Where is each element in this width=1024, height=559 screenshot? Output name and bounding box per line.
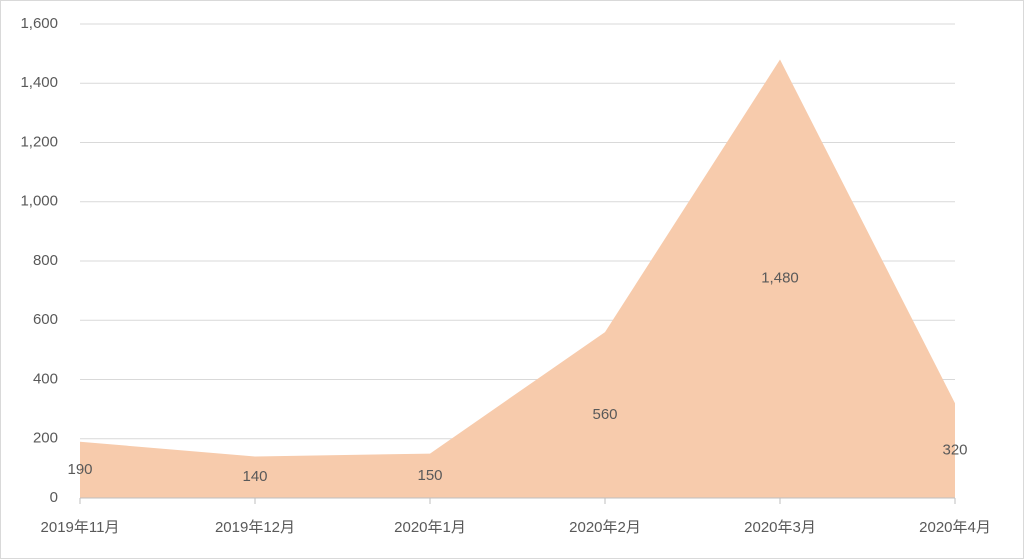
area [80,59,955,499]
y-tick-label: 1,600 [20,15,58,32]
y-tick-label: 1,000 [20,193,58,210]
x-tick-label: 2020年4月 [919,519,991,536]
data-label: 140 [242,468,267,485]
data-label: 150 [417,467,442,484]
y-tick-label: 0 [50,489,58,506]
y-tick-label: 200 [33,430,58,447]
data-label: 1,480 [761,270,799,287]
data-label: 190 [67,461,92,478]
data-label: 320 [942,442,967,459]
data-label: 560 [592,406,617,423]
x-tick-label: 2020年2月 [569,519,641,536]
y-tick-label: 800 [33,252,58,269]
y-tick-label: 1,400 [20,74,58,91]
y-tick-label: 1,200 [20,133,58,150]
y-tick-label: 600 [33,311,58,328]
x-tick-label: 2019年12月 [215,519,295,536]
x-tick-label: 2020年1月 [394,519,466,536]
x-tick-label: 2019年11月 [41,519,120,536]
y-tick-label: 400 [33,370,58,387]
x-tick-label: 2020年3月 [744,519,816,536]
